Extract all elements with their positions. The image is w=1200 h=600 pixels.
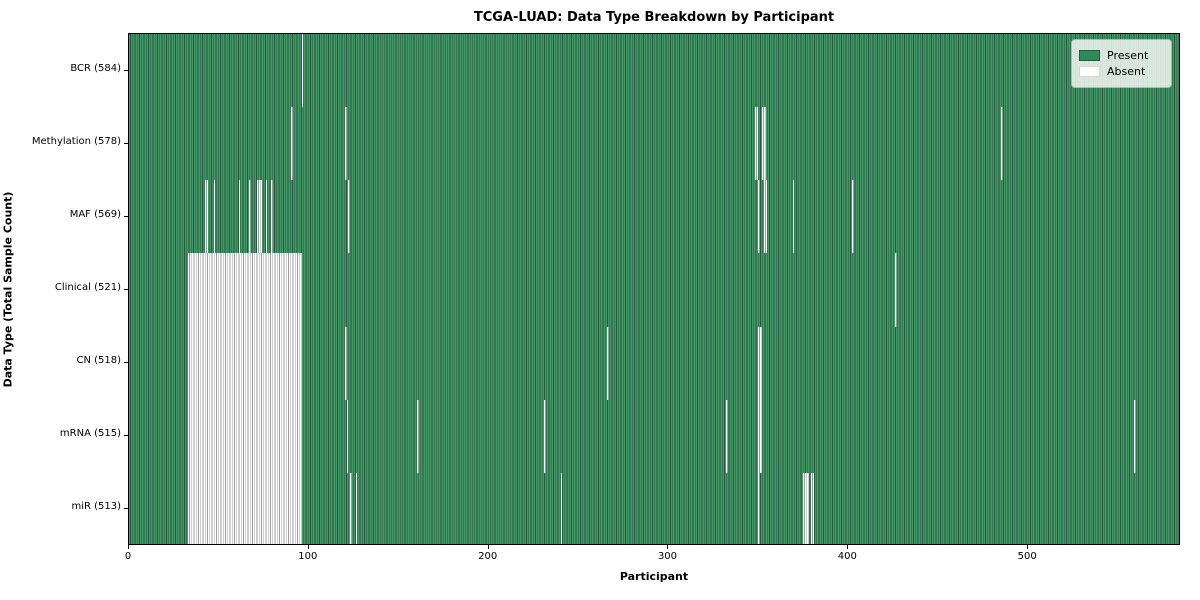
absent-marker	[355, 472, 358, 544]
absent-marker	[560, 472, 563, 544]
y-tick-mark	[124, 289, 128, 290]
absent-marker	[256, 180, 263, 254]
legend-entry-present: Present	[1079, 49, 1163, 62]
y-tick-mark	[124, 69, 128, 71]
heatmap-row-mir	[129, 472, 1179, 544]
absent-marker	[249, 180, 252, 254]
absent-marker	[344, 107, 347, 181]
absent-marker	[758, 180, 761, 254]
absent-marker	[290, 107, 293, 181]
x-tick-label: 500	[1017, 551, 1037, 562]
absent-marker	[350, 472, 352, 544]
absent-marker	[213, 180, 216, 254]
x-tick-label: 0	[124, 551, 132, 562]
x-tick-mark	[667, 545, 669, 549]
absent-marker	[238, 180, 241, 254]
absent-marker	[188, 253, 302, 327]
y-tick-mark	[124, 142, 128, 144]
x-tick-label: 400	[837, 551, 857, 562]
absent-marker	[344, 326, 347, 400]
legend-label-present: Present	[1107, 49, 1149, 62]
x-tick-label: 200	[478, 551, 498, 562]
absent-marker	[607, 326, 610, 400]
absent-marker	[544, 399, 547, 473]
absent-marker	[758, 326, 762, 400]
y-tick-mark	[124, 215, 128, 217]
x-axis-label: Participant	[619, 570, 689, 583]
absent-marker	[348, 180, 351, 254]
heatmap-row-bcr	[129, 34, 1179, 108]
heatmap-plot-area: Present Absent	[128, 33, 1180, 545]
legend: Present Absent	[1071, 39, 1172, 88]
absent-swatch-icon	[1079, 66, 1100, 77]
heatmap-row-maf	[129, 180, 1179, 254]
present-swatch-icon	[1079, 50, 1100, 61]
absent-marker	[810, 472, 815, 544]
absent-marker	[1134, 399, 1137, 473]
x-tick-label: 300	[657, 551, 678, 562]
absent-marker	[188, 472, 302, 544]
absent-marker	[792, 180, 795, 254]
absent-marker	[301, 34, 304, 108]
absent-marker	[761, 107, 766, 181]
chart-title: TCGA-LUAD: Data Type Breakdown by Partic…	[473, 10, 835, 25]
absent-marker	[758, 472, 761, 544]
absent-marker	[188, 326, 302, 400]
y-tick-label: BCR (584)	[70, 62, 121, 74]
absent-marker	[763, 180, 768, 254]
y-tick-mark	[124, 508, 128, 510]
y-axis-label: Data Type (Total Sample Count)	[1, 191, 15, 388]
heatmap-row-methylation	[129, 107, 1179, 181]
x-tick-label: 100	[298, 551, 318, 562]
y-tick-label: Clinical (521)	[54, 282, 121, 293]
absent-marker	[204, 180, 209, 254]
y-tick-label: miR (513)	[71, 501, 121, 513]
x-tick-mark	[1027, 545, 1029, 549]
x-tick-mark	[128, 545, 129, 549]
absent-marker	[416, 399, 419, 473]
absent-marker	[271, 180, 273, 254]
absent-marker	[895, 253, 897, 327]
legend-label-absent: Absent	[1107, 65, 1146, 78]
absent-marker	[265, 180, 268, 254]
absent-marker	[754, 107, 759, 181]
absent-marker	[346, 399, 349, 473]
y-tick-mark	[124, 435, 128, 437]
absent-marker	[851, 180, 854, 254]
x-tick-mark	[307, 545, 309, 549]
y-tick-label: CN (518)	[76, 355, 121, 367]
absent-marker	[188, 399, 302, 473]
absent-marker	[726, 399, 728, 473]
heatmap-row-clinical	[129, 253, 1179, 327]
x-tick-mark	[487, 545, 489, 549]
y-tick-label: MAF (569)	[69, 208, 121, 220]
y-tick-label: mRNA (515)	[59, 428, 121, 440]
y-tick-mark	[124, 362, 128, 364]
absent-marker	[1001, 107, 1003, 181]
y-tick-label: Methylation (578)	[31, 135, 121, 147]
x-tick-mark	[847, 545, 849, 549]
absent-marker	[758, 399, 762, 473]
heatmap-row-mrna	[129, 399, 1179, 473]
heatmap-row-cn	[129, 326, 1179, 400]
legend-entry-absent: Absent	[1079, 65, 1163, 78]
absent-marker	[803, 472, 809, 544]
